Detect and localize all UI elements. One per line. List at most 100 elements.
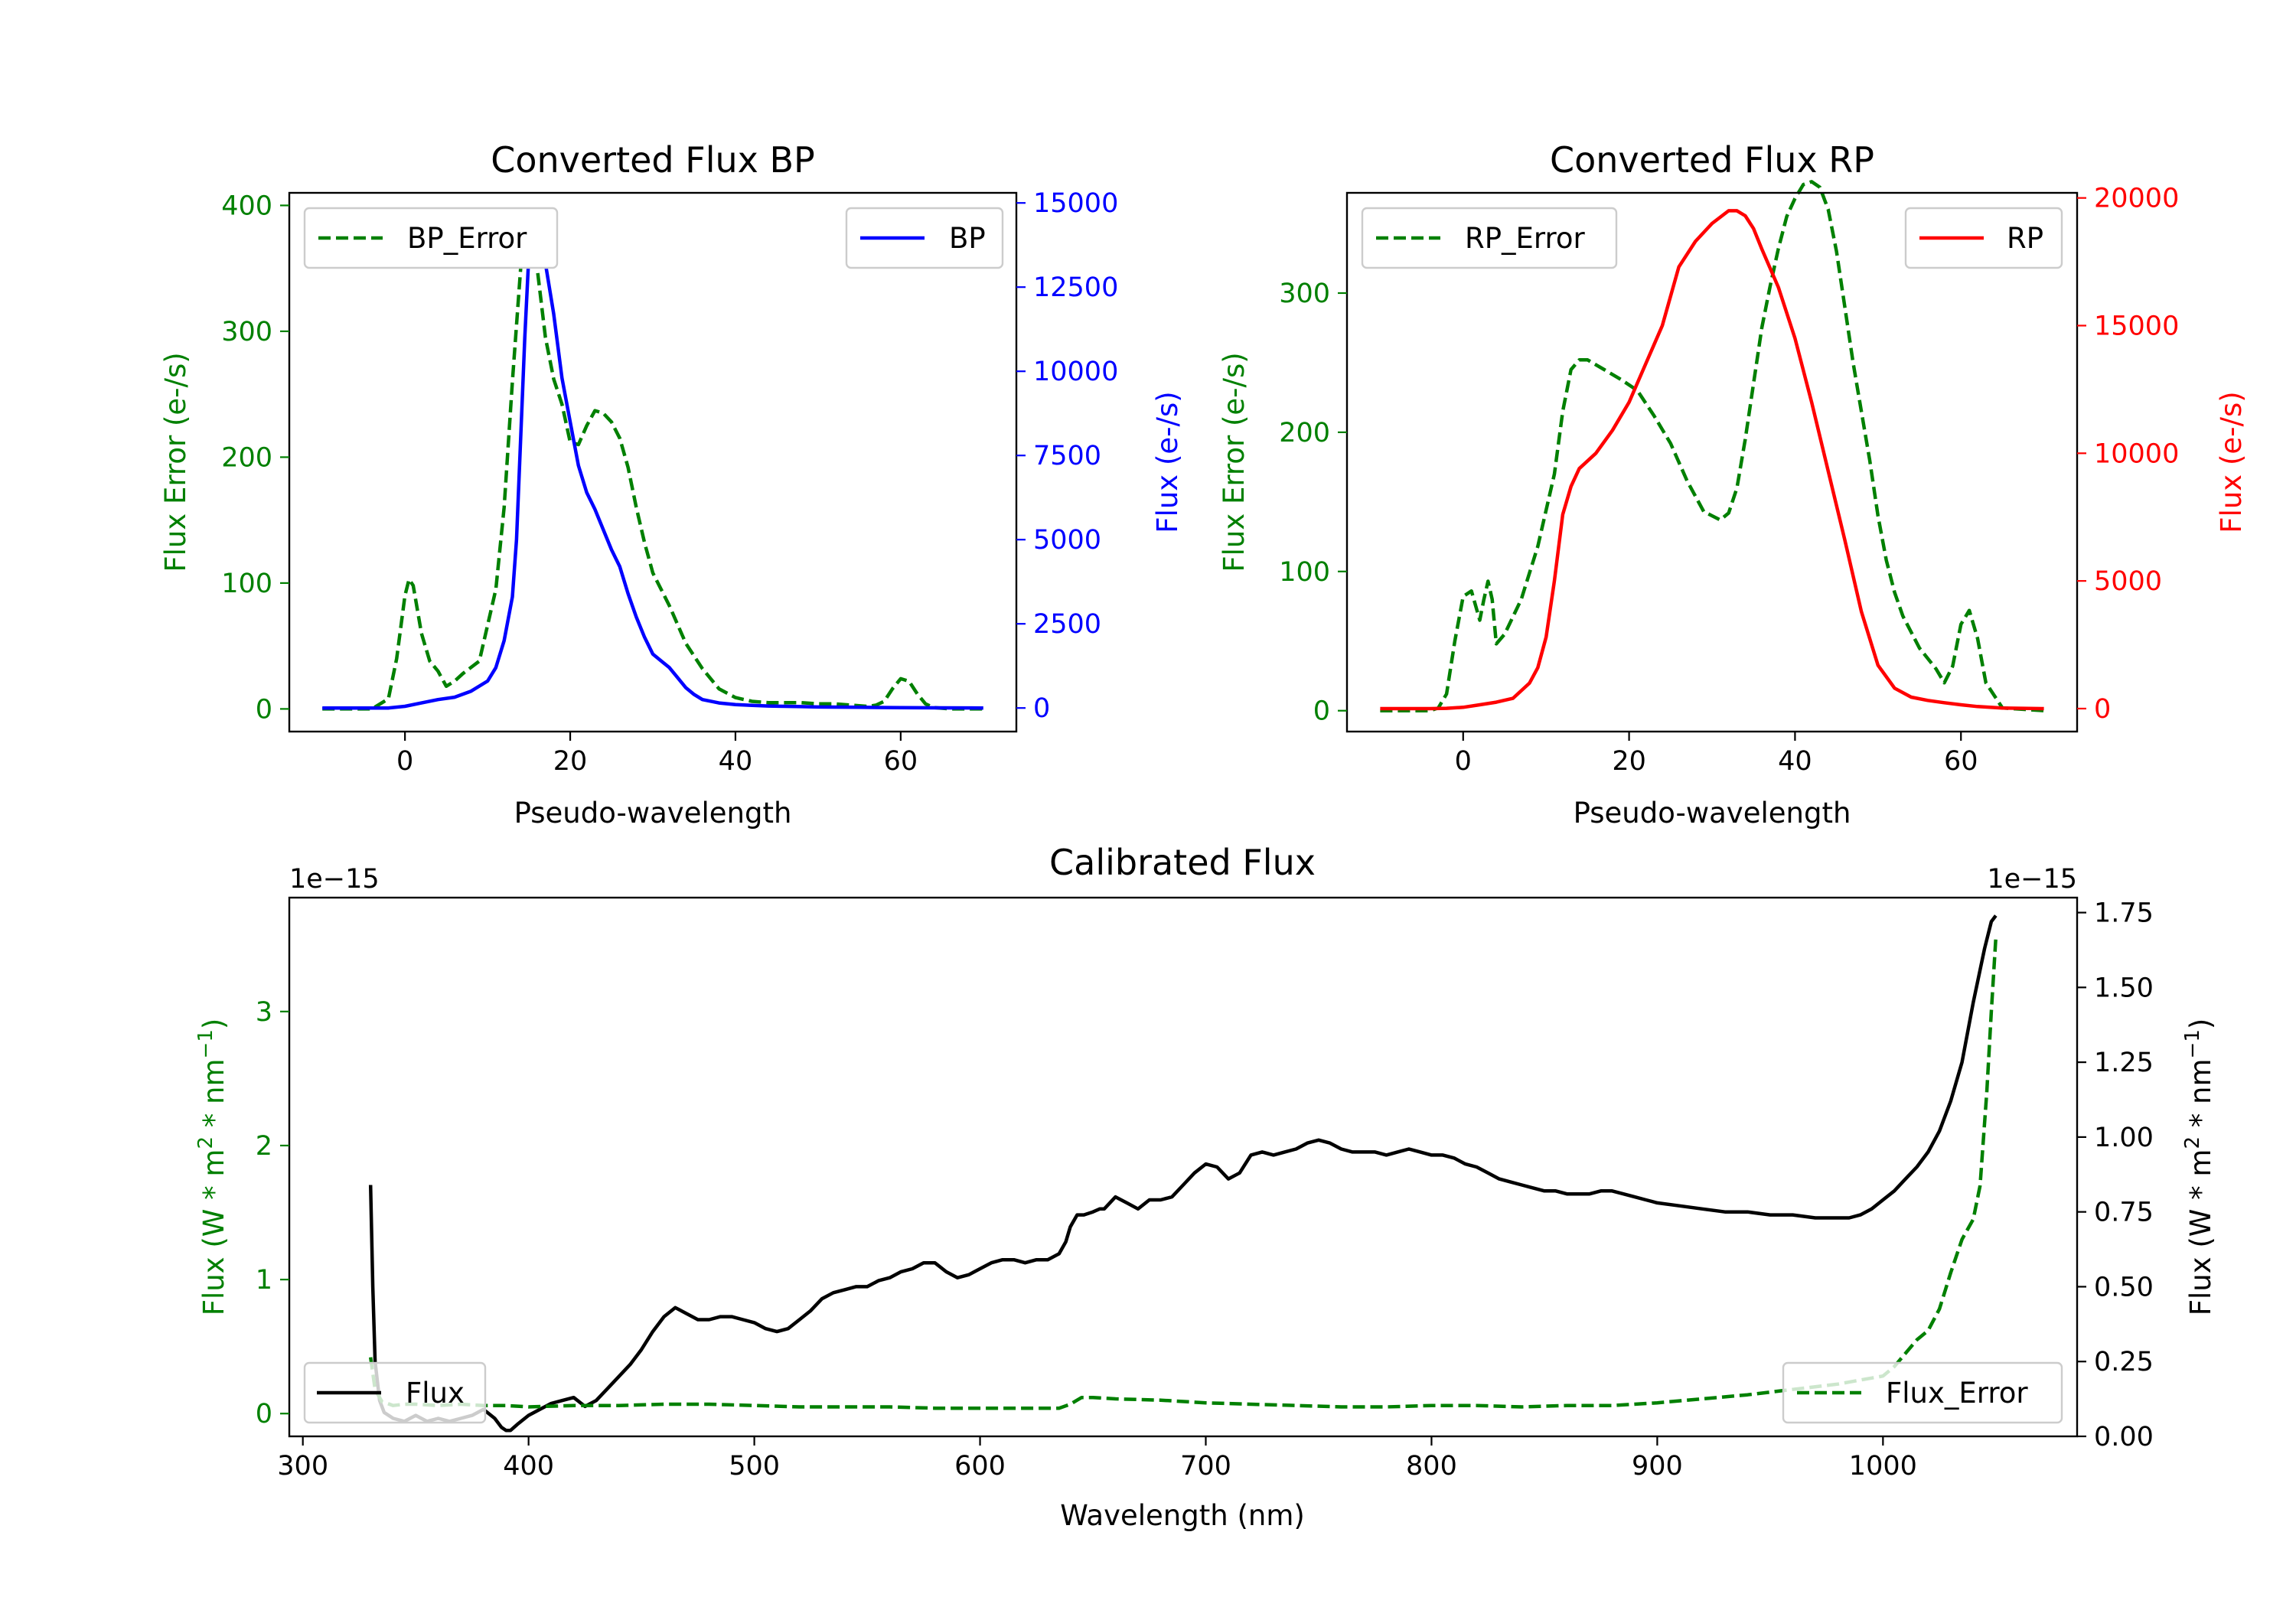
- rp-right-tick-label: 15000: [2094, 311, 2179, 341]
- bp-right-tick-label: 2500: [1033, 609, 1101, 640]
- cal-title: Calibrated Flux: [1049, 842, 1316, 883]
- bp-right-tick-label: 12500: [1033, 272, 1118, 303]
- cal-left-label-part1: Flux (W * m: [197, 1149, 230, 1316]
- rp-plot-frame: [1345, 191, 2079, 733]
- bp-lines: [322, 211, 983, 711]
- bp-x-tick-label: 20: [553, 746, 588, 777]
- rp-legend-flux: RP: [1904, 207, 2063, 269]
- cal-x-tick-label: 1000: [1849, 1451, 1917, 1482]
- rp-left-tick-label: 0: [1313, 696, 1330, 727]
- cal-right-tick-label: 1.75: [2094, 898, 2154, 929]
- cal-legend-error-label: Flux_Error: [1886, 1377, 2028, 1410]
- bp-right-tick-label: 5000: [1033, 525, 1101, 556]
- cal-plot-frame: [288, 896, 2079, 1438]
- rp-x-axis: 0 20 40 60: [1455, 732, 1978, 777]
- bp-left-axis: 0 100 200 300 400: [221, 191, 289, 725]
- rp-right-axis-label: Flux (e-/s): [2215, 391, 2248, 533]
- bp-x-tick-label: 40: [719, 746, 753, 777]
- cal-left-tick-label: 1: [256, 1265, 272, 1296]
- cal-right-label-part3: ): [2184, 1019, 2217, 1029]
- cal-legend-flux-label: Flux: [406, 1377, 465, 1410]
- bp-right-tick-label: 10000: [1033, 357, 1118, 387]
- cal-x-tick-label: 900: [1632, 1451, 1683, 1482]
- cal-x-tick-label: 500: [729, 1451, 780, 1482]
- bp-x-axis-label: Pseudo-wavelength: [514, 797, 792, 830]
- bp-left-tick-label: 100: [221, 569, 272, 599]
- cal-x-axis: 300 400 500 600 700 800 900 1000: [277, 1436, 1917, 1482]
- rp-x-tick-label: 60: [1944, 746, 1978, 777]
- cal-left-tick-label: 3: [256, 997, 272, 1028]
- cal-legend-flux-box: [303, 1361, 487, 1424]
- bp-legend-flux: BP: [845, 207, 1004, 269]
- cal-right-axis: 0.00 0.25 0.50 0.75 1.00 1.25 1.50 1.75: [2077, 898, 2154, 1452]
- rp-legend-error-box: [1361, 207, 1618, 269]
- cal-x-tick-label: 400: [503, 1451, 554, 1482]
- cal-right-tick-label: 1.25: [2094, 1048, 2154, 1078]
- cal-left-label-sup2: −1: [194, 1029, 217, 1058]
- cal-right-axis-label: Flux (W * m2 * nm−1): [2181, 1019, 2217, 1316]
- rp-right-tick-label: 5000: [2094, 566, 2162, 597]
- bp-right-tick-label: 7500: [1033, 441, 1101, 471]
- rp-legend-error-label: RP_Error: [1465, 222, 1585, 255]
- cal-lines: [368, 914, 1998, 1433]
- rp-left-tick-label: 200: [1279, 418, 1330, 448]
- cal-left-axis: 0 1 2 3: [256, 997, 289, 1429]
- rp-right-tick-label: 0: [2094, 694, 2111, 725]
- bp-series-bp-error-line: [322, 218, 983, 711]
- rp-x-axis-label: Pseudo-wavelength: [1574, 797, 1851, 830]
- cal-x-tick-label: 800: [1406, 1451, 1457, 1482]
- cal-x-tick-label: 300: [277, 1451, 328, 1482]
- cal-right-tick-label: 0.75: [2094, 1198, 2154, 1228]
- cal-right-tick-label: 0.00: [2094, 1422, 2154, 1452]
- cal-x-tick-label: 700: [1180, 1451, 1231, 1482]
- bp-legend-flux-label: BP: [949, 222, 986, 255]
- bp-panel: Converted Flux BP 0 20 40 60 0100200300400 …: [159, 139, 1184, 830]
- rp-left-tick-label: 100: [1279, 557, 1330, 588]
- cal-right-offset-text: 1e−15: [1987, 864, 2077, 895]
- cal-right-tick-label: 0.25: [2094, 1347, 2154, 1377]
- cal-series-flux-error-line: [368, 937, 1998, 1410]
- rp-right-tick-label: 10000: [2094, 438, 2179, 469]
- cal-x-axis-label: Wavelength (nm): [1060, 1499, 1305, 1532]
- rp-right-tick-label: 20000: [2094, 184, 2179, 214]
- cal-legend-error-box: [1782, 1361, 2063, 1424]
- cal-legend-error: Flux_Error: [1782, 1361, 2063, 1424]
- cal-left-tick-label: 0: [256, 1399, 272, 1429]
- bp-series-bp-line: [322, 211, 983, 710]
- bp-left-tick-label: 0: [256, 694, 272, 725]
- cal-left-label-sup1: 2: [194, 1136, 217, 1149]
- bp-legend-error-box: [303, 207, 559, 269]
- bp-right-axis-label: Flux (e-/s): [1151, 391, 1184, 533]
- bp-right-tick-label: 0: [1033, 693, 1050, 724]
- rp-left-tick-label: 300: [1279, 279, 1330, 309]
- rp-x-tick-label: 0: [1455, 746, 1472, 777]
- rp-title: Converted Flux RP: [1550, 139, 1874, 181]
- bp-plot-frame: [288, 191, 1018, 733]
- rp-left-axis: 0 100 200 300: [1279, 279, 1347, 727]
- rp-panel: Converted Flux RP 0 20 40 60 0 100 200 300 0 50…: [1218, 139, 2248, 830]
- cal-right-label-sup1: 2: [2181, 1136, 2204, 1149]
- bp-left-tick-label: 200: [221, 442, 272, 473]
- rp-legend-flux-label: RP: [2007, 222, 2043, 255]
- cal-legend-flux: Flux: [303, 1361, 487, 1424]
- bp-title: Converted Flux BP: [491, 139, 815, 181]
- rp-lines: [1380, 180, 2044, 712]
- cal-series-flux-line: [368, 914, 1998, 1433]
- bp-left-axis-label: Flux Error (e-/s): [159, 352, 192, 572]
- cal-panel: Calibrated Flux 1e−15 1e−15 300 400 500 600…: [194, 842, 2217, 1532]
- rp-left-axis-label: Flux Error (e-/s): [1218, 352, 1251, 572]
- bp-x-axis: 0 20 40 60: [396, 732, 918, 777]
- cal-right-tick-label: 0.50: [2094, 1272, 2154, 1302]
- rp-legend-error: RP_Error: [1361, 207, 1618, 269]
- bp-left-tick-label: 300: [221, 317, 272, 347]
- cal-right-label-part1: Flux (W * m: [2184, 1149, 2217, 1316]
- rp-x-tick-label: 40: [1778, 746, 1812, 777]
- bp-left-tick-label: 400: [221, 191, 272, 221]
- bp-legend-error: BP_Error: [303, 207, 559, 269]
- bp-right-tick-label: 15000: [1033, 188, 1118, 219]
- cal-left-tick-label: 2: [256, 1131, 272, 1162]
- cal-right-label-sup2: −1: [2181, 1029, 2204, 1058]
- cal-left-label-part2: * nm: [197, 1058, 230, 1136]
- rp-right-axis: 0 5000 10000 15000 20000: [2077, 184, 2179, 725]
